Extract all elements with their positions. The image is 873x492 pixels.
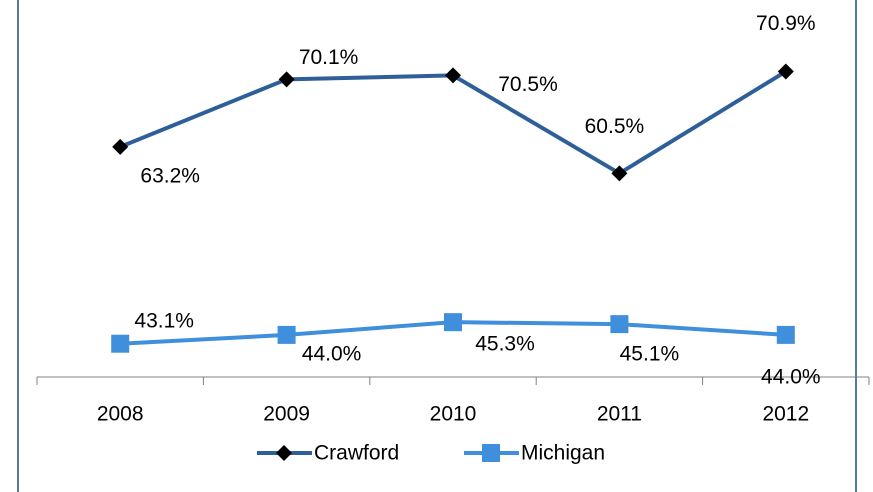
data-label: 45.1% — [620, 343, 680, 366]
data-label: 43.1% — [134, 309, 194, 332]
data-label: 70.9% — [756, 12, 816, 35]
x-tick-label: 2008 — [97, 403, 144, 426]
marker — [111, 334, 130, 353]
data-label: 70.5% — [498, 73, 558, 96]
marker — [777, 63, 794, 80]
data-label: 70.1% — [299, 46, 359, 69]
legend-marker — [482, 444, 500, 462]
marker — [277, 325, 296, 344]
marker — [444, 313, 462, 332]
data-label: 45.3% — [475, 333, 535, 356]
data-label: 44.0% — [761, 365, 821, 388]
x-tick-label: 2009 — [263, 403, 310, 426]
data-label: 63.2% — [140, 164, 200, 187]
x-tick-label: 2012 — [762, 403, 809, 426]
x-tick-label: 2010 — [430, 403, 477, 426]
marker — [610, 315, 629, 334]
data-label: 44.0% — [302, 342, 362, 365]
data-label: 60.5% — [585, 115, 645, 138]
line — [119, 69, 787, 176]
marker — [611, 165, 628, 182]
marker — [776, 325, 795, 344]
marker — [445, 67, 461, 84]
legend-label: Crawford — [314, 442, 399, 465]
marker — [278, 71, 295, 88]
x-tick-label: 2011 — [597, 403, 642, 426]
marker — [112, 138, 129, 155]
legend-marker — [276, 445, 292, 461]
legend-label: Michigan — [521, 442, 605, 465]
